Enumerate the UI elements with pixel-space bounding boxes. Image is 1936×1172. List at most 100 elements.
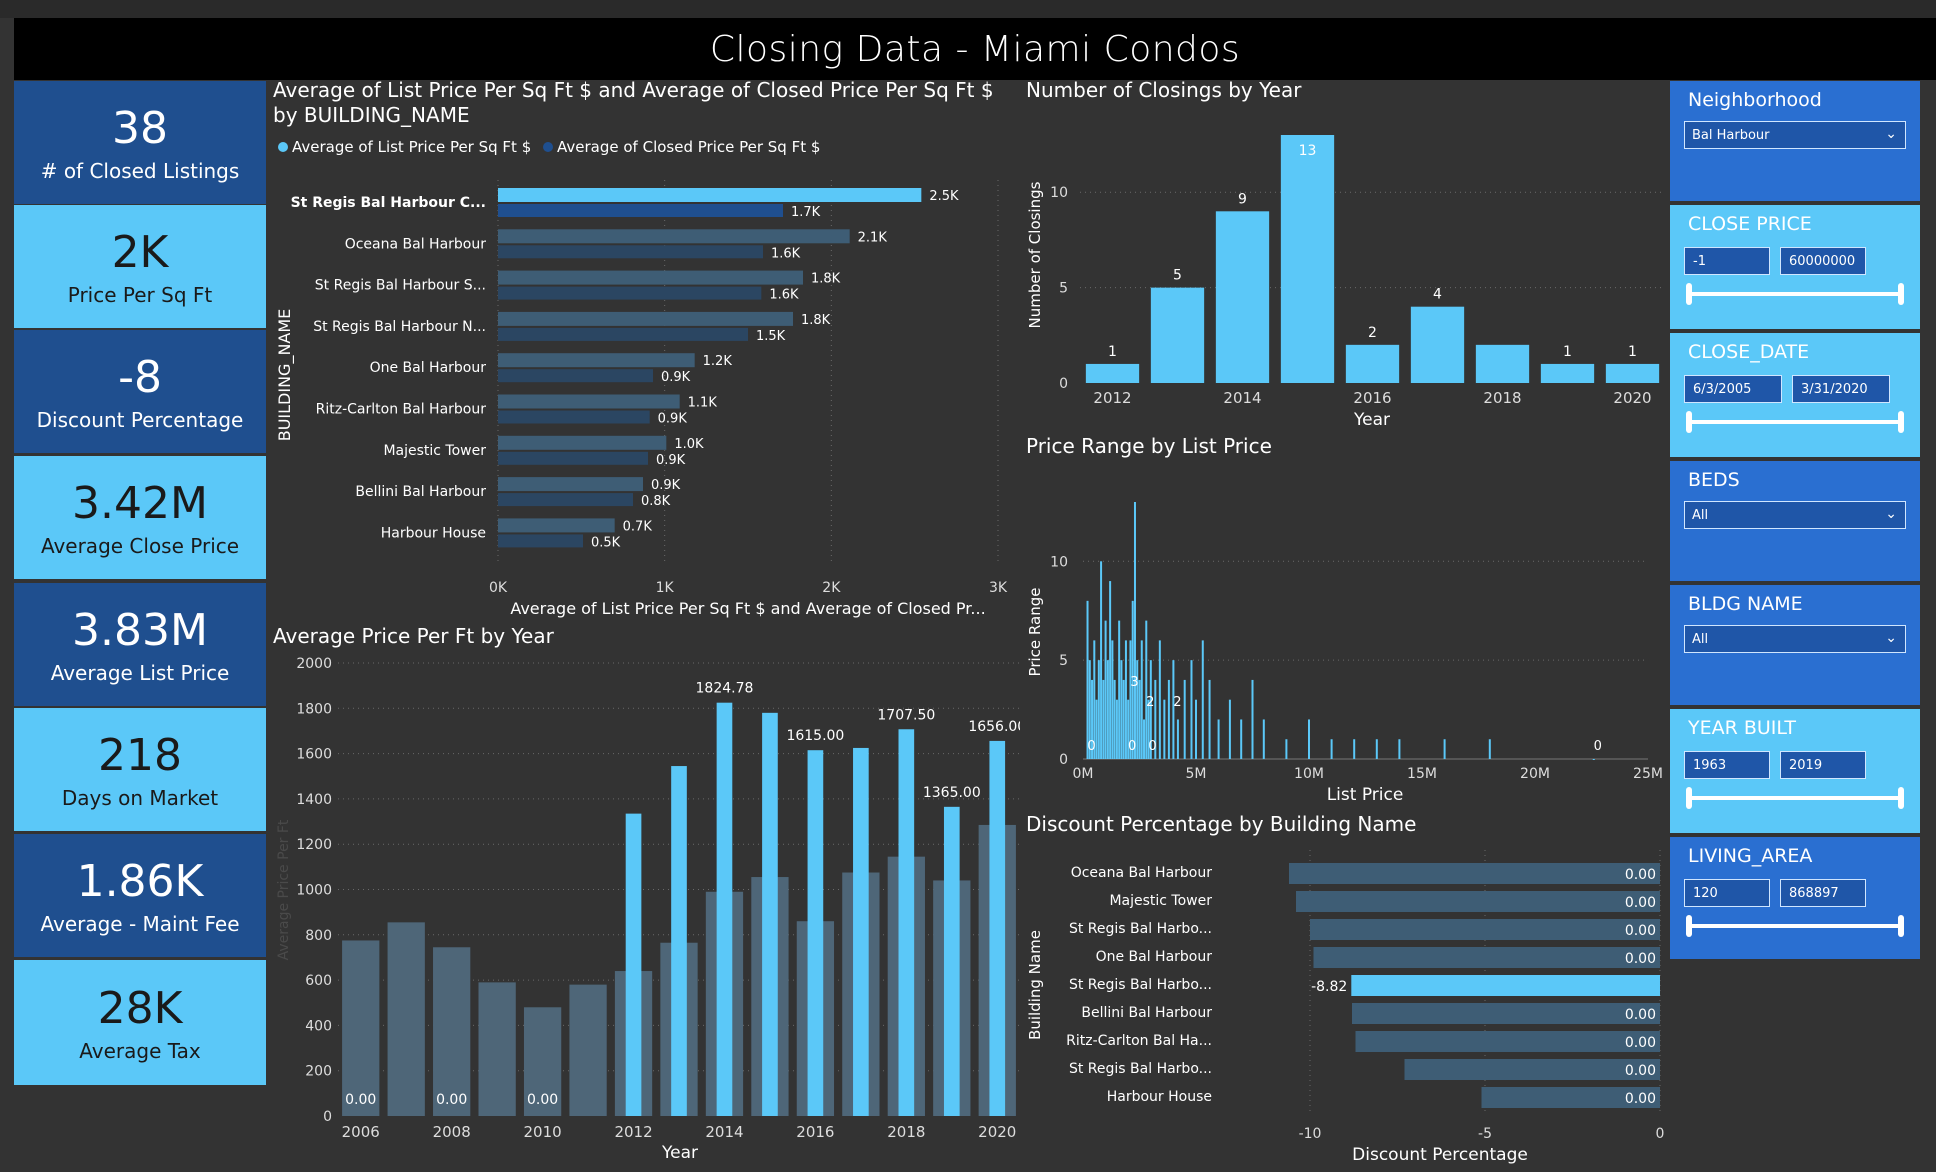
data-label: 0 (1128, 739, 1136, 754)
x-tick-label: 10M (1294, 766, 1324, 782)
kpi-price-per-sqft[interactable]: 2K Price Per Sq Ft (14, 205, 266, 328)
bar-closings (1605, 363, 1660, 383)
data-label: 1 (1563, 344, 1572, 360)
filter-panel: Neighborhood Bal Harbour ⌄ CLOSE PRICE -… (1670, 81, 1920, 959)
slicer-beds: BEDS All ⌄ (1670, 461, 1920, 581)
living-area-min-input[interactable]: 120 (1684, 879, 1770, 907)
kpi-closed-listings[interactable]: 38 # of Closed Listings (14, 81, 266, 204)
y-tick-label: 1000 (296, 883, 332, 899)
close-date-slider-track[interactable] (1688, 420, 1902, 424)
neighborhood-dropdown[interactable]: Bal Harbour ⌄ (1684, 121, 1906, 149)
y-tick-label: 10 (1050, 185, 1068, 201)
close-price-min-input[interactable]: -1 (1684, 247, 1770, 275)
year-built-slider-max-handle[interactable] (1898, 787, 1904, 809)
y-tick-label: 2000 (296, 656, 332, 672)
category-label: Majestic Tower (1109, 893, 1212, 909)
price-range-bar (1308, 719, 1310, 759)
x-tick-label: 5M (1186, 766, 1207, 782)
kpi-average-close-price[interactable]: 3.42M Average Close Price (14, 456, 266, 579)
kpi-label: Average - Maint Fee (40, 911, 240, 936)
price-range-bar (1353, 739, 1356, 759)
bar-list-price (498, 188, 922, 202)
kpi-average-list-price[interactable]: 3.83M Average List Price (14, 583, 266, 706)
price-range-bar (1147, 699, 1150, 759)
chart-ppsf-by-building[interactable]: Average of List Price Per Sq Ft $ Average… (270, 130, 1020, 625)
chevron-down-icon: ⌄ (1885, 506, 1897, 522)
y-tick-label: 10 (1050, 554, 1068, 570)
data-label: -8.82 (1311, 979, 1347, 995)
x-tick-label: 2006 (342, 1123, 380, 1141)
legend-dot-closed (543, 142, 553, 152)
price-range-bar (1115, 699, 1118, 759)
data-label: 1.1K (688, 396, 718, 411)
category-label: Bellini Bal Harbour (355, 484, 486, 500)
kpi-label: Average Tax (79, 1038, 201, 1063)
chart-discount-by-building[interactable]: -10 -5 0 Discount Percentage Building Name Oc… (1020, 840, 1670, 1170)
year-built-min-input[interactable]: 1963 (1684, 751, 1770, 779)
kpi-average-tax[interactable]: 28K Average Tax (14, 960, 266, 1085)
close-price-slider-max-handle[interactable] (1898, 283, 1904, 305)
living-area-slider-track[interactable] (1688, 924, 1902, 928)
chart-avg-ppf-by-year[interactable]: 0 200 400 600 800 1000 1200 1400 1600 1800 2000 Ave… (270, 650, 1020, 1165)
kpi-days-on-market[interactable]: 218 Days on Market (14, 708, 266, 831)
kpi-value: 1.86K (76, 855, 204, 907)
x-tick-label: -5 (1478, 1126, 1492, 1142)
price-range-bar (1285, 739, 1288, 759)
price-range-bar (1104, 620, 1107, 759)
data-label: 13 (1299, 143, 1317, 159)
price-range-bar (1140, 640, 1143, 759)
living-area-slider-min-handle[interactable] (1686, 915, 1692, 937)
year-built-slider-min-handle[interactable] (1686, 787, 1692, 809)
close-date-end-input[interactable]: 3/31/2020 (1792, 375, 1890, 403)
year-built-max-input[interactable]: 2019 (1780, 751, 1866, 779)
chart-closings-by-year[interactable]: 0 5 10 Number of Closings 1 2012 5 9 2014 13 2 2016… (1020, 115, 1670, 430)
kpi-label: Average List Price (50, 660, 230, 685)
chart-price-range[interactable]: 0 5 10 0M 5M 10M 15M 20M 25M List Price Price Rang… (1020, 462, 1670, 807)
living-area-max-input[interactable]: 868897 (1780, 879, 1866, 907)
data-label: 0 (1148, 739, 1156, 754)
x-tick-label: 0K (489, 580, 508, 596)
slicer-title: CLOSE_DATE (1688, 341, 1810, 363)
y-tick-label: 5 (1059, 281, 1068, 297)
x-axis-label: Year (661, 1143, 698, 1163)
category-label: One Bal Harbour (1096, 949, 1213, 965)
beds-dropdown[interactable]: All ⌄ (1684, 501, 1906, 529)
price-range-bar (1143, 719, 1146, 759)
chevron-down-icon: ⌄ (1885, 126, 1897, 142)
price-range-bar (1208, 679, 1211, 759)
price-range-bar (1167, 679, 1170, 759)
kpi-average-maint-fee[interactable]: 1.86K Average - Maint Fee (14, 834, 266, 957)
x-tick-label: 0M (1073, 766, 1094, 782)
close-price-max-input[interactable]: 60000000 (1780, 247, 1866, 275)
close-date-slider-max-handle[interactable] (1898, 411, 1904, 433)
kpi-label: Price Per Sq Ft (67, 282, 213, 307)
bar-list-price (671, 766, 687, 1116)
data-label: 1615.00 (786, 728, 844, 744)
kpi-discount-percentage[interactable]: -8 Discount Percentage (14, 330, 266, 453)
close-date-start-input[interactable]: 6/3/2005 (1684, 375, 1782, 403)
price-range-bar (1240, 719, 1243, 759)
price-range-bar (1129, 640, 1132, 759)
price-range-bar (1136, 660, 1139, 759)
bldg-name-dropdown[interactable]: All ⌄ (1684, 625, 1906, 653)
bar-closings (1215, 211, 1270, 383)
data-label: 0.9K (656, 453, 686, 468)
close-price-slider-track[interactable] (1688, 292, 1902, 296)
y-axis-label: Building Name (1026, 930, 1044, 1040)
living-area-slider-max-handle[interactable] (1898, 915, 1904, 937)
x-tick-label: 2016 (1353, 389, 1391, 407)
data-label: 4 (1433, 287, 1442, 303)
chart-title-price-range: Price Range by List Price (1026, 434, 1272, 458)
dropdown-value: All (1692, 508, 1709, 523)
year-built-slider-track[interactable] (1688, 796, 1902, 800)
data-label: 0.9K (658, 412, 688, 427)
data-label: 0.9K (651, 478, 681, 493)
kpi-label: Discount Percentage (36, 407, 244, 432)
close-price-slider-min-handle[interactable] (1686, 283, 1692, 305)
y-axis-label: Average Price Per Ft (276, 819, 292, 960)
data-label: 0.00 (1625, 867, 1656, 883)
data-label: 1824.78 (696, 681, 754, 697)
close-date-slider-min-handle[interactable] (1686, 411, 1692, 433)
price-range-bar (1113, 679, 1116, 759)
price-range-bar (1091, 679, 1094, 759)
